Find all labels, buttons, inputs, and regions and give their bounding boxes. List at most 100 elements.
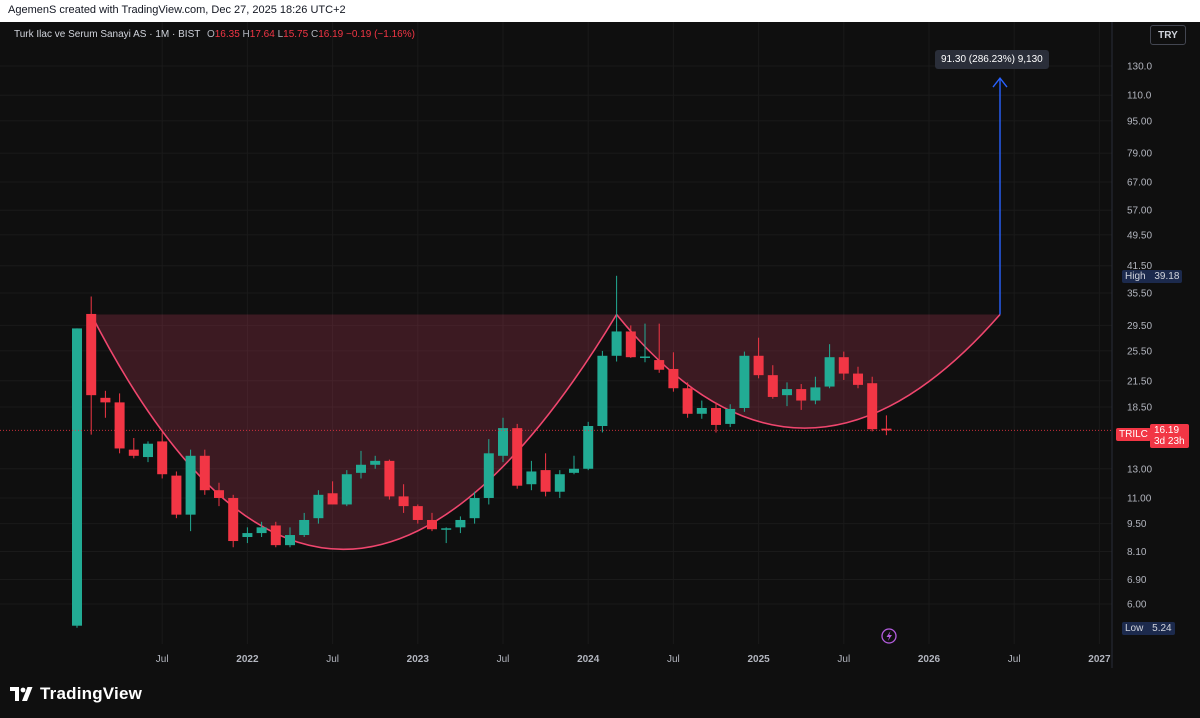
candle (341, 470, 352, 507)
candle (682, 382, 693, 418)
price-axis[interactable]: 130.0 110.0 95.00 79.00 67.00 57.00 49.50 41.50… (1111, 22, 1152, 668)
candle-body (753, 355, 764, 376)
last-price-symbol: TRILC (1116, 428, 1151, 441)
candle-body (881, 428, 892, 431)
y-tick-label: 95.00 (1127, 116, 1152, 127)
candle-body (256, 527, 267, 534)
candle (881, 415, 892, 436)
candle (853, 366, 863, 389)
candle-body (483, 453, 494, 498)
low-value: 15.75 (283, 29, 309, 40)
y-tick-label: 25.50 (1127, 346, 1152, 357)
candle (782, 382, 792, 407)
x-tick-label: Jul (667, 654, 680, 665)
candle (739, 351, 750, 412)
candle (611, 275, 622, 362)
candle-body (569, 468, 579, 473)
candle (640, 323, 650, 363)
candle (767, 365, 778, 399)
x-tick-label: 2026 (918, 654, 941, 665)
candle (867, 376, 878, 432)
x-tick-label: 2025 (747, 654, 770, 665)
tradingview-logo[interactable]: TradingView (10, 684, 142, 704)
candle (824, 344, 835, 389)
x-tick-label: 2024 (577, 654, 600, 665)
candle-body (86, 313, 97, 396)
footer: TradingView (0, 668, 1200, 718)
currency-button[interactable]: TRY (1150, 25, 1186, 45)
close-value: 16.19 (318, 29, 344, 40)
y-tick-label: 18.50 (1127, 403, 1152, 414)
candle (455, 516, 466, 534)
y-tick-label: 49.50 (1127, 230, 1152, 241)
candle (270, 521, 281, 548)
candle (72, 328, 82, 628)
candle-body (512, 428, 523, 486)
candle-body (72, 328, 82, 626)
candle-body (128, 449, 139, 456)
candle (313, 490, 324, 524)
candle (114, 393, 125, 454)
candle-body (313, 494, 324, 519)
candle (498, 417, 508, 463)
candle (569, 455, 579, 475)
candle-body (228, 497, 239, 542)
candle-body (199, 455, 210, 491)
candle-body (398, 496, 409, 507)
high-label: H (242, 29, 250, 40)
open-label: O (206, 29, 215, 40)
high-tag: High 39.18 (1122, 270, 1183, 283)
candle (469, 491, 480, 524)
candle-body (469, 497, 480, 519)
candle-body (157, 441, 168, 475)
last-price-box: 16.19 3d 23h (1150, 424, 1189, 448)
candle-body (867, 383, 878, 430)
candle-body (341, 474, 352, 505)
candle (384, 459, 395, 500)
candle-body (114, 402, 125, 449)
cup-curve (90, 314, 618, 551)
event-icon[interactable] (881, 628, 897, 644)
close-label: C (310, 29, 319, 40)
handle-curve (615, 313, 1001, 429)
candle-body (725, 408, 736, 424)
candle (725, 404, 736, 428)
x-tick-label: Jul (1008, 654, 1021, 665)
candle (654, 323, 665, 373)
target-arrow-head (992, 76, 1008, 88)
candle (242, 527, 253, 544)
y-tick-label: 67.00 (1127, 177, 1152, 188)
y-tick-label: 35.50 (1127, 289, 1152, 300)
candle-body (739, 355, 750, 408)
countdown: 3d 23h (1154, 436, 1185, 447)
candle-body (682, 388, 693, 414)
candle-body (554, 474, 565, 492)
candle-body (810, 387, 821, 401)
low-tag-value: 5.24 (1152, 623, 1172, 634)
x-tick-label: 2022 (236, 654, 259, 665)
candle-body (100, 397, 111, 403)
last-price-tag: TRILC 16.19 3d 23h (1116, 424, 1189, 448)
open-value: 16.35 (214, 29, 240, 40)
symbol-legend[interactable]: Turk Ilac ve Serum Sanayi AS · 1M · BIST… (14, 29, 415, 40)
candle (214, 482, 224, 507)
change-value: −0.19 (−1.16%) (346, 29, 415, 40)
candle (753, 337, 764, 379)
price-chart[interactable]: 130.0 110.0 95.00 79.00 67.00 57.00 49.50 41.50… (0, 22, 1200, 668)
candle-body (824, 357, 835, 387)
candle-body (370, 460, 381, 465)
candle (356, 450, 366, 479)
candles (0, 275, 1112, 628)
y-tick-label: 9.50 (1127, 519, 1147, 530)
tradingview-logo-icon (10, 687, 33, 701)
candle-body (782, 389, 792, 396)
candle (441, 527, 452, 544)
time-axis[interactable]: Jul 2022 Jul 2023 Jul 2024 Jul 2025 Jul 2026 Jul 20… (156, 654, 1111, 665)
candle-body (540, 470, 551, 492)
candle (327, 481, 338, 505)
candle (398, 484, 409, 513)
high-tag-label: High (1125, 271, 1146, 282)
candle (171, 471, 182, 519)
candle (483, 439, 494, 505)
measure-label: 91.30 (286.23%) 9,130 (935, 50, 1049, 69)
